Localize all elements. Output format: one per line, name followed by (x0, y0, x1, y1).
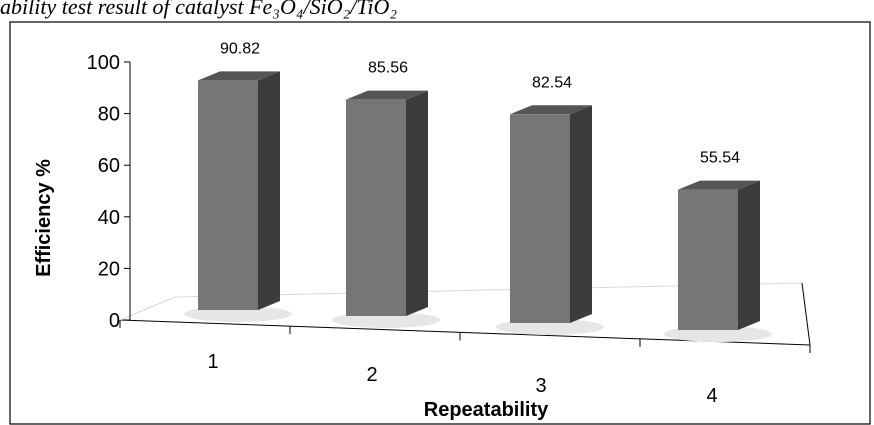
data-label: 85.56 (368, 60, 408, 77)
data-label: 82.54 (532, 74, 572, 91)
bar (332, 90, 440, 328)
bars-group (184, 71, 772, 342)
floor-left-edge (119, 296, 176, 321)
bar-side-face (406, 90, 428, 316)
y-tick-label: 80 (98, 104, 120, 126)
bar-top-face (346, 90, 428, 100)
y-tick-label: 60 (98, 155, 120, 177)
bar (496, 105, 604, 335)
x-tick-label: 3 (535, 375, 546, 397)
floor-right-edge (801, 282, 811, 346)
back-wall (130, 62, 148, 320)
y-tick-label: 20 (98, 258, 120, 280)
bar-side-face (738, 180, 760, 330)
y-tick-label: 40 (98, 207, 120, 229)
bar-front-face (510, 114, 570, 323)
bar (664, 180, 772, 342)
chart-border (9, 21, 871, 425)
bar-top-face (510, 105, 592, 115)
y-axis-title: Efficiency % (33, 159, 55, 277)
bar-top-face (198, 71, 280, 81)
x-tick-label: 4 (706, 385, 717, 407)
y-tick-label: 0 (109, 310, 120, 332)
bar-top-face (678, 180, 760, 190)
bar-side-face (258, 71, 280, 310)
bar (184, 71, 292, 322)
x-axis-title: Repeatability (424, 399, 549, 421)
labels-group: 90.82 1 85.56 2 82.54 3 55.54 4 (207, 40, 740, 407)
bar-side-face (570, 105, 592, 323)
y-tick-label: 100 (87, 52, 120, 74)
data-label: 55.54 (700, 150, 740, 167)
bar-front-face (346, 99, 406, 316)
x-tick-label: 2 (366, 364, 377, 386)
bar-front-face (198, 80, 258, 310)
axes-group: 0 20 40 60 80 100 (87, 52, 811, 353)
data-label: 90.82 (220, 40, 260, 57)
bar-front-face (678, 189, 738, 330)
figure-caption: ability test result of catalyst Fe₃O₄/Si… (0, 0, 398, 19)
x-tick-label: 1 (207, 351, 218, 373)
